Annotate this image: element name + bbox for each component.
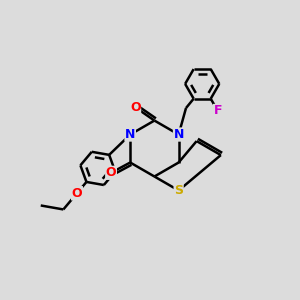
Text: O: O	[72, 187, 82, 200]
Text: N: N	[173, 128, 184, 141]
Text: N: N	[125, 128, 135, 141]
Text: S: S	[174, 184, 183, 197]
Text: O: O	[106, 166, 116, 179]
Text: O: O	[72, 187, 82, 200]
Text: F: F	[214, 104, 222, 117]
Text: O: O	[130, 101, 141, 114]
